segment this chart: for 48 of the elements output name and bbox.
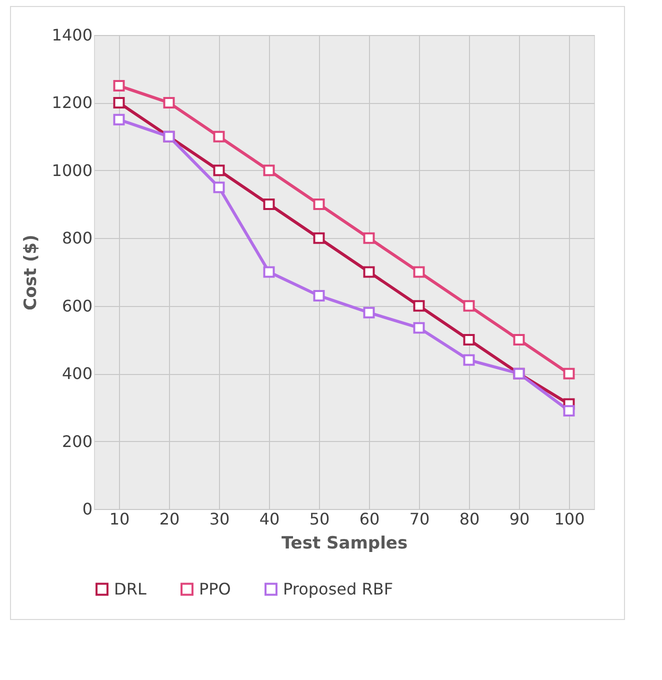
point: [263, 198, 275, 210]
x-tick-label: 90: [509, 510, 530, 528]
y-tick-label: 0: [82, 500, 92, 518]
x-tick-label: 80: [459, 510, 480, 528]
point: [413, 266, 425, 278]
y-tick-label: 1000: [52, 160, 92, 180]
x-tick-label: 20: [159, 510, 180, 528]
x-tick-label: 50: [309, 510, 330, 528]
point: [213, 182, 225, 194]
point: [563, 368, 575, 380]
point: [463, 300, 475, 312]
point: [113, 96, 125, 108]
point: [213, 130, 225, 142]
point: [463, 354, 475, 366]
point: [413, 300, 425, 312]
legend-label: Proposed RBF: [283, 579, 394, 598]
point: [363, 266, 375, 278]
x-tick-label: 10: [109, 510, 130, 528]
legend-label: DRL: [114, 579, 146, 598]
point: [313, 290, 325, 302]
legend-label: PPO: [199, 579, 231, 598]
y-tick-label: 400: [62, 364, 92, 384]
point: [263, 266, 275, 278]
x-axis-title: Test Samples: [281, 534, 408, 554]
point: [113, 114, 125, 126]
y-tick-label: 1400: [52, 26, 92, 44]
x-tick-label: 40: [259, 510, 280, 528]
point: [513, 334, 525, 346]
point: [313, 232, 325, 244]
point: [363, 232, 375, 244]
x-tick-label: 60: [359, 510, 380, 528]
point: [113, 80, 125, 92]
point: [213, 164, 225, 176]
point: [563, 405, 575, 417]
x-tick-label: 100: [554, 510, 585, 528]
point: [263, 164, 275, 176]
point: [163, 96, 175, 108]
y-tick-label: 800: [62, 228, 92, 248]
point: [363, 306, 375, 318]
x-tick-label: 30: [209, 510, 230, 528]
y-axis-title: Cost ($): [20, 234, 41, 310]
point: [313, 198, 325, 210]
y-tick-label: 1200: [52, 93, 92, 112]
y-tick-label: 200: [62, 432, 92, 451]
y-tick-label: 600: [62, 296, 92, 316]
point: [413, 322, 425, 334]
point: [463, 334, 475, 346]
x-tick-label: 70: [409, 510, 430, 528]
